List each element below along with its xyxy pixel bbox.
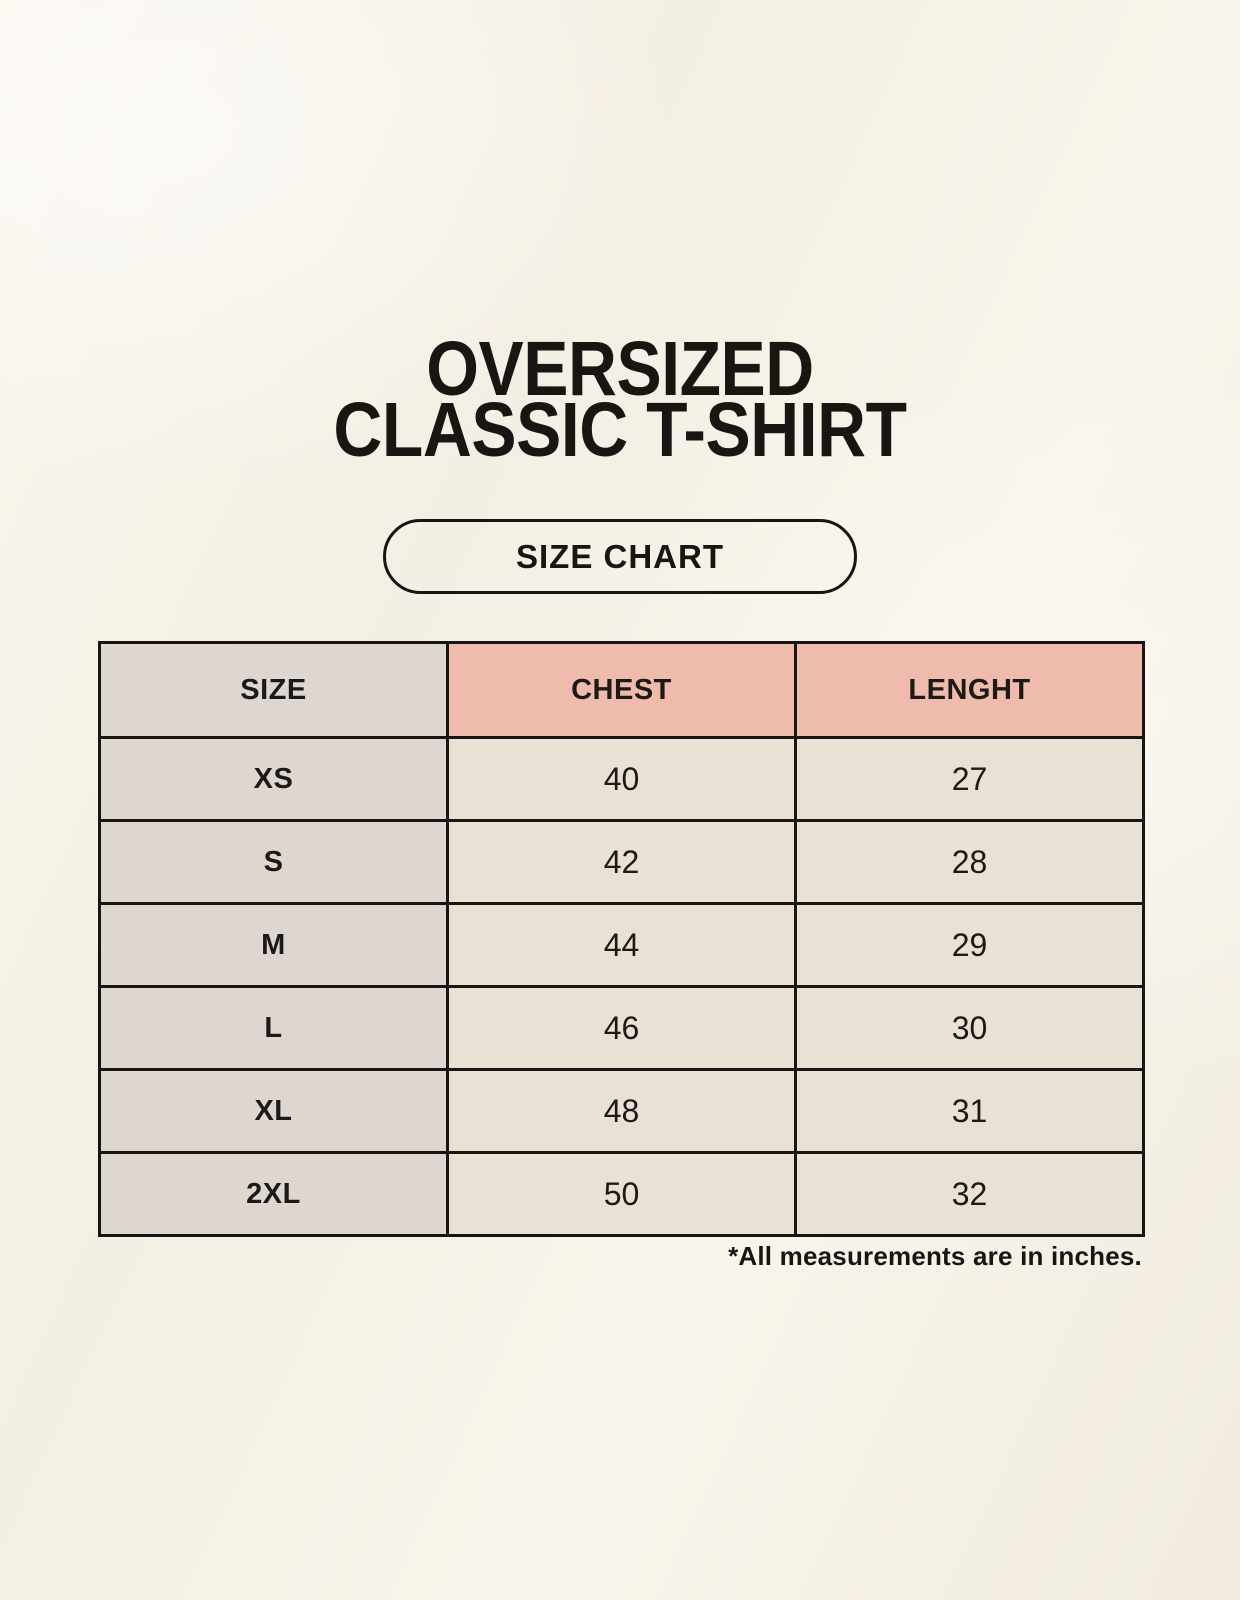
table-row-2xl: 2XL 50 32 [98,1151,1145,1237]
size-table: SIZE CHEST LENGHT XS 40 27 S 42 28 M 44 … [98,641,1145,1237]
page-title-line-1: OVERSIZED [426,326,814,412]
size-label: XS [98,736,449,822]
measurements-footnote: *All measurements are in inches. [728,1241,1142,1271]
table-row-m: M 44 29 [98,902,1145,988]
size-label: S [98,819,449,905]
size-label: 2XL [98,1151,449,1237]
lenght-value: 32 [794,1151,1145,1237]
chest-value: 48 [446,1068,797,1154]
chest-value: 50 [446,1151,797,1237]
size-table-header-row: SIZE CHEST LENGHT [98,641,1145,739]
size-label: M [98,902,449,988]
column-header-lenght: LENGHT [794,641,1145,739]
chest-value: 46 [446,985,797,1071]
chest-value: 42 [446,819,797,905]
size-chart-badge[interactable]: SIZE CHART [383,519,857,594]
column-header-chest: CHEST [446,641,797,739]
lenght-value: 30 [794,985,1145,1071]
table-row-s: S 42 28 [98,819,1145,905]
chest-value: 44 [446,902,797,988]
table-row-xl: XL 48 31 [98,1068,1145,1154]
lenght-value: 31 [794,1068,1145,1154]
size-label: XL [98,1068,449,1154]
lenght-value: 27 [794,736,1145,822]
size-chart-badge-label: SIZE CHART [516,537,724,575]
lenght-value: 29 [794,902,1145,988]
lenght-value: 28 [794,819,1145,905]
chest-value: 40 [446,736,797,822]
page-title: OVERSIZED CLASSIC T-SHIRT [74,326,1165,473]
table-row-xs: XS 40 27 [98,736,1145,822]
column-header-size: SIZE [98,641,449,739]
size-label: L [98,985,449,1071]
table-row-l: L 46 30 [98,985,1145,1071]
page-title-line-2: CLASSIC T-SHIRT [333,387,907,473]
